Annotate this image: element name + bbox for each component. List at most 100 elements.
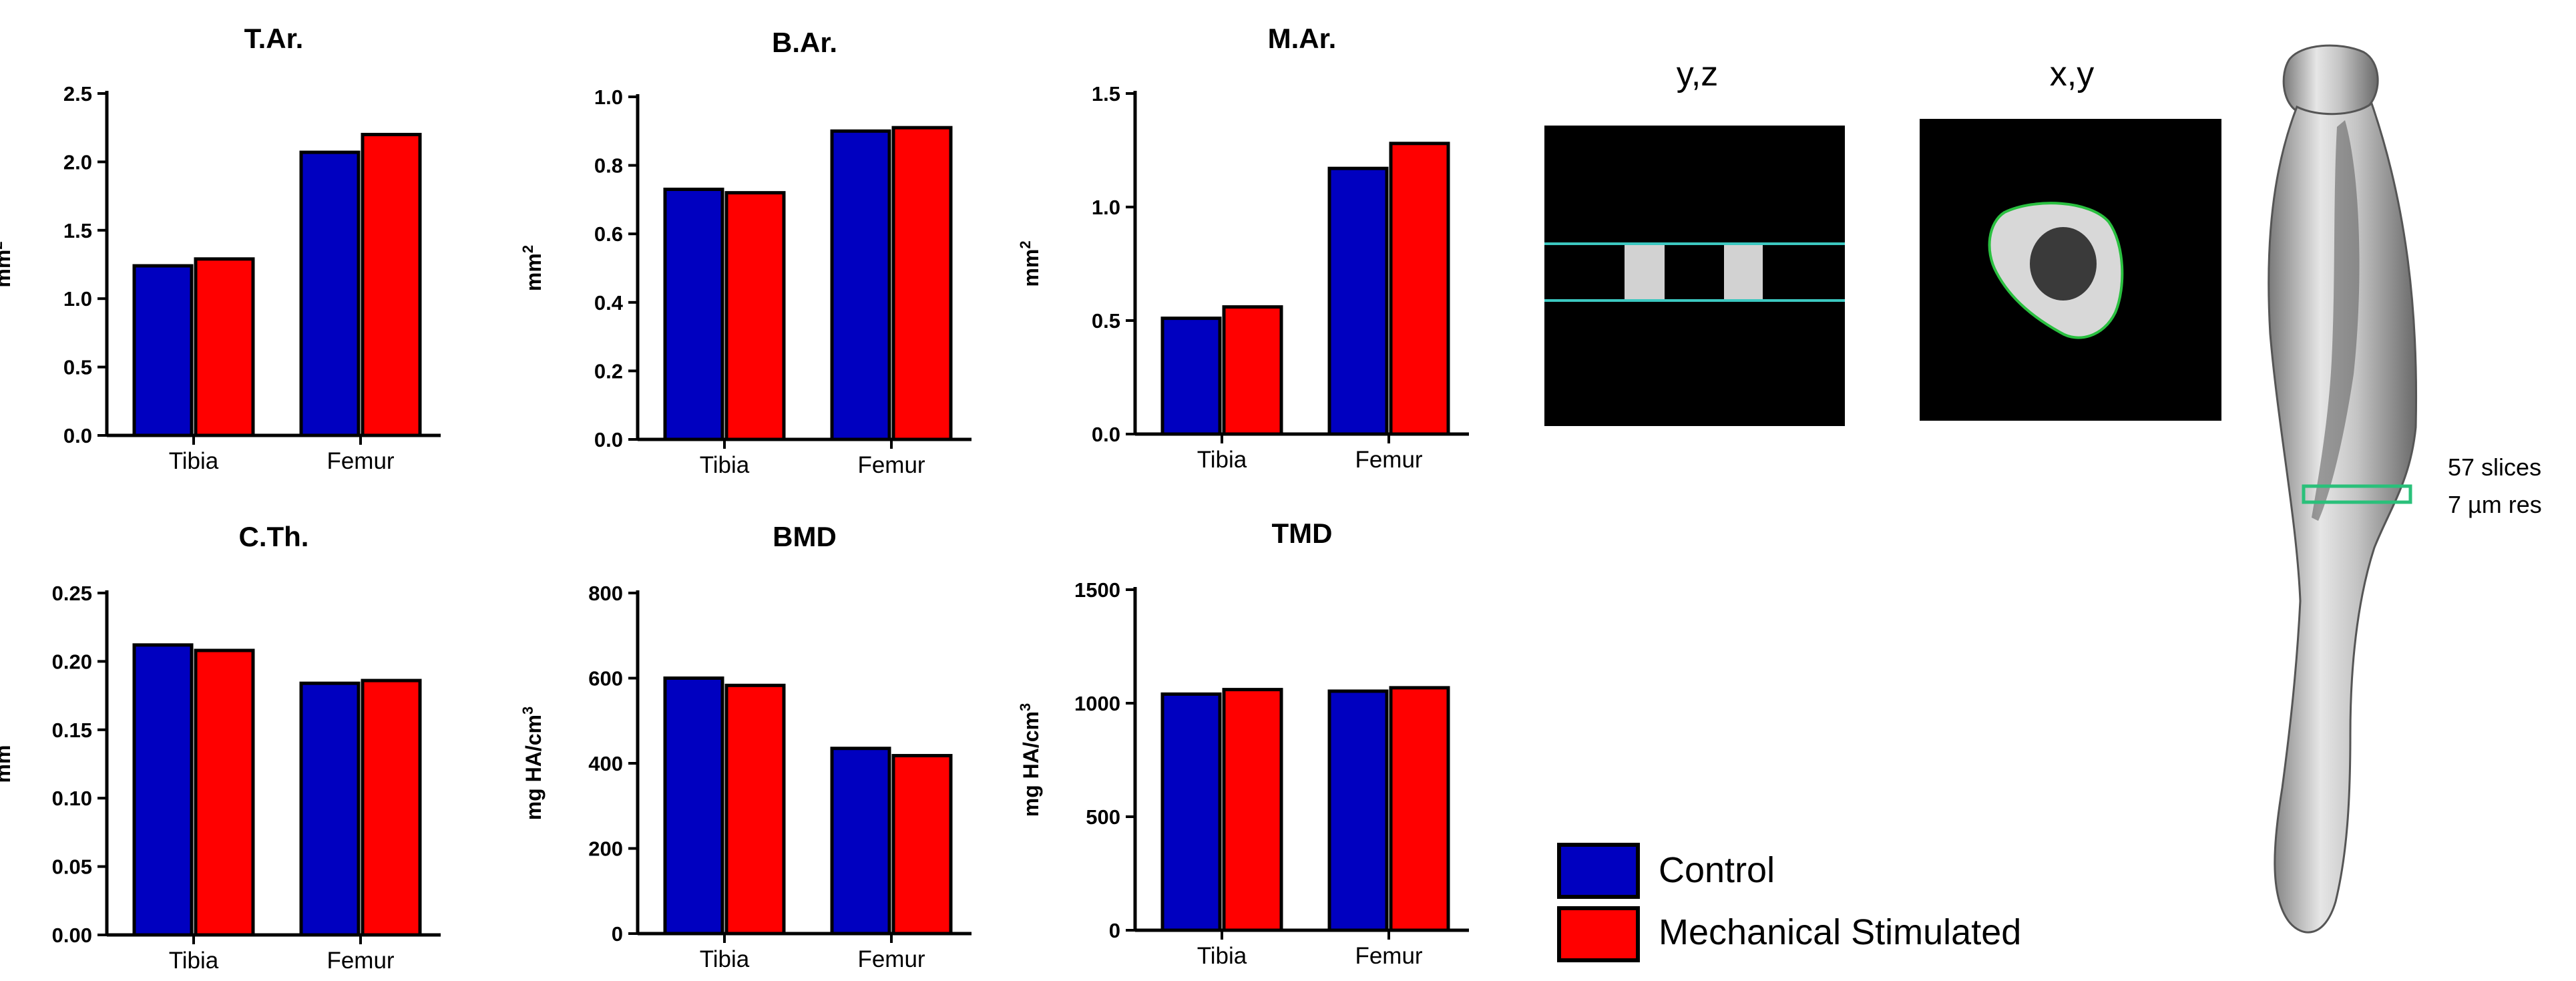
- x-category-label-c-th-femur: Femur: [327, 948, 394, 974]
- bar-b-ar-tibia-control: [663, 188, 724, 441]
- bar-bmd-femur-stimulated: [891, 754, 953, 936]
- y-tick-label-b-ar: 1.0: [594, 85, 623, 109]
- yz-view-label: y,z: [1677, 55, 1719, 93]
- bar-b-ar-femur-stimulated: [891, 126, 953, 441]
- bar-tmd-femur-stimulated: [1389, 686, 1450, 932]
- bar-m-ar-femur-control: [1327, 166, 1389, 436]
- annotation-slices: 57 slices: [2448, 453, 2541, 481]
- y-tick-label-t-ar: 1.5: [63, 219, 92, 242]
- bar-c-th-femur-control: [299, 681, 361, 937]
- y-tick-label-m-ar: 0.5: [1092, 309, 1120, 333]
- bar-b-ar-tibia-stimulated: [724, 191, 786, 441]
- x-category-label-m-ar-femur: Femur: [1355, 447, 1422, 473]
- x-category-label-tmd-tibia: Tibia: [1197, 943, 1247, 969]
- y-tick-label-c-th: 0.00: [52, 924, 92, 947]
- yz-bone-right: [1724, 244, 1763, 301]
- chart-c-th: C.Th. mm 0.00 0.05 0.10 0.15 0.20 0.25 Tibia Femu…: [0, 521, 441, 974]
- y-axis-label-tmd: mg HA/cm3: [1017, 703, 1043, 817]
- bar-t-ar-tibia-stimulated: [194, 257, 255, 437]
- y-axis-label-bmd: mg HA/cm3: [519, 707, 546, 821]
- y-tick-label-m-ar: 1.0: [1092, 196, 1120, 219]
- legend-label-stimulated: Mechanical Stimulated: [1659, 912, 2021, 952]
- y-tick-label-c-th: 0.15: [52, 719, 92, 742]
- y-tick-label-tmd: 0: [1109, 919, 1120, 942]
- x-category-label-t-ar-tibia: Tibia: [169, 448, 219, 474]
- bar-tmd-femur-control: [1327, 689, 1389, 932]
- legend: Control Mechanical Stimulated: [1557, 843, 2021, 962]
- x-category-label-bmd-femur: Femur: [857, 946, 925, 972]
- y-axis-label-b-ar: mm2: [519, 245, 546, 291]
- xy-view-label: x,y: [2050, 55, 2094, 93]
- xy-slice-panel: x,y: [1920, 55, 2221, 421]
- y-tick-label-tmd: 1500: [1074, 578, 1120, 602]
- y-tick-label-b-ar: 0.6: [594, 222, 623, 246]
- x-category-label-t-ar-femur: Femur: [327, 448, 394, 474]
- y-tick-label-c-th: 0.20: [52, 650, 92, 673]
- yz-bone-left: [1625, 244, 1665, 301]
- bar-m-ar-tibia-control: [1160, 317, 1222, 436]
- bar-c-th-femur-stimulated: [361, 678, 422, 937]
- bar-b-ar-femur-control: [830, 129, 891, 441]
- y-tick-label-t-ar: 0.5: [63, 356, 92, 379]
- chart-title-m-ar: M.Ar.: [1268, 23, 1337, 54]
- y-tick-label-m-ar: 1.5: [1092, 82, 1120, 106]
- chart-title-c-th: C.Th.: [239, 521, 309, 552]
- chart-title-b-ar: B.Ar.: [772, 27, 837, 58]
- y-axis-label-m-ar: mm2: [1017, 240, 1043, 286]
- y-tick-label-b-ar: 0.8: [594, 154, 623, 178]
- legend-label-control: Control: [1659, 850, 1775, 890]
- y-tick-label-t-ar: 1.0: [63, 287, 92, 311]
- chart-title-tmd: TMD: [1272, 518, 1333, 549]
- y-tick-label-bmd: 0: [612, 922, 623, 946]
- bone-shaft: [2268, 102, 2418, 934]
- bar-m-ar-femur-stimulated: [1389, 142, 1450, 436]
- bar-c-th-tibia-control: [132, 643, 194, 937]
- y-axis-label-c-th: mm: [0, 745, 15, 783]
- y-tick-label-tmd: 1000: [1074, 692, 1120, 715]
- annotation-resolution: 7 µm res: [2448, 491, 2542, 518]
- bar-bmd-femur-control: [830, 747, 891, 936]
- bar-t-ar-tibia-control: [132, 264, 194, 437]
- y-tick-label-tmd: 500: [1086, 805, 1120, 829]
- xy-marrow-cavity: [2030, 227, 2097, 301]
- yz-slice-panel: y,z: [1544, 55, 1845, 426]
- x-category-label-bmd-tibia: Tibia: [700, 946, 750, 972]
- bar-t-ar-femur-stimulated: [361, 132, 422, 437]
- y-tick-label-bmd: 400: [588, 752, 623, 775]
- chart-title-bmd: BMD: [773, 521, 837, 552]
- y-tick-label-t-ar: 0.0: [63, 424, 92, 447]
- x-category-label-m-ar-tibia: Tibia: [1197, 447, 1247, 473]
- x-category-label-c-th-tibia: Tibia: [169, 948, 219, 974]
- y-tick-label-b-ar: 0.0: [594, 428, 623, 451]
- x-category-label-tmd-femur: Femur: [1355, 943, 1422, 969]
- bar-c-th-tibia-stimulated: [194, 648, 255, 937]
- legend-swatch-stimulated: [1557, 906, 1640, 962]
- x-category-label-b-ar-femur: Femur: [857, 452, 925, 478]
- chart-b-ar: B.Ar. mm2 0.0 0.2 0.4 0.6 0.8 1.0 Tibia Femur: [519, 27, 972, 478]
- bar-t-ar-femur-control: [299, 150, 361, 437]
- bar-tmd-tibia-stimulated: [1222, 688, 1283, 932]
- y-tick-label-b-ar: 0.4: [594, 291, 624, 315]
- chart-m-ar: M.Ar. mm2 0.0 0.5 1.0 1.5 Tibia Femur: [1017, 23, 1469, 473]
- bar-tmd-tibia-control: [1160, 692, 1222, 932]
- y-tick-label-bmd: 200: [588, 837, 623, 861]
- y-axis-label-t-ar: mm2: [0, 241, 15, 287]
- y-tick-label-bmd: 800: [588, 582, 623, 605]
- bone-3d-render: 57 slices 7 µm res: [2268, 44, 2542, 934]
- x-category-label-b-ar-tibia: Tibia: [700, 452, 750, 478]
- bar-bmd-tibia-control: [663, 676, 724, 936]
- y-tick-label-c-th: 0.25: [52, 582, 92, 605]
- chart-bmd: BMD mg HA/cm3 0 200 400 600 800 Tibia Femur: [519, 521, 972, 972]
- chart-t-ar: T.Ar. mm2 0.0 0.5 1.0 1.5 2.0 2.5 Tibia Femur: [0, 23, 441, 474]
- bone-roi-box: [2302, 484, 2412, 504]
- bar-m-ar-tibia-stimulated: [1222, 305, 1283, 436]
- y-tick-label-m-ar: 0.0: [1092, 423, 1120, 446]
- y-tick-label-c-th: 0.10: [52, 787, 92, 810]
- y-tick-label-b-ar: 0.2: [594, 359, 623, 383]
- yz-slice-image: [1544, 126, 1845, 426]
- chart-title-t-ar: T.Ar.: [244, 23, 304, 54]
- y-tick-label-t-ar: 2.5: [63, 82, 92, 106]
- bone-fibula: [2312, 120, 2360, 521]
- bar-bmd-tibia-stimulated: [724, 683, 786, 936]
